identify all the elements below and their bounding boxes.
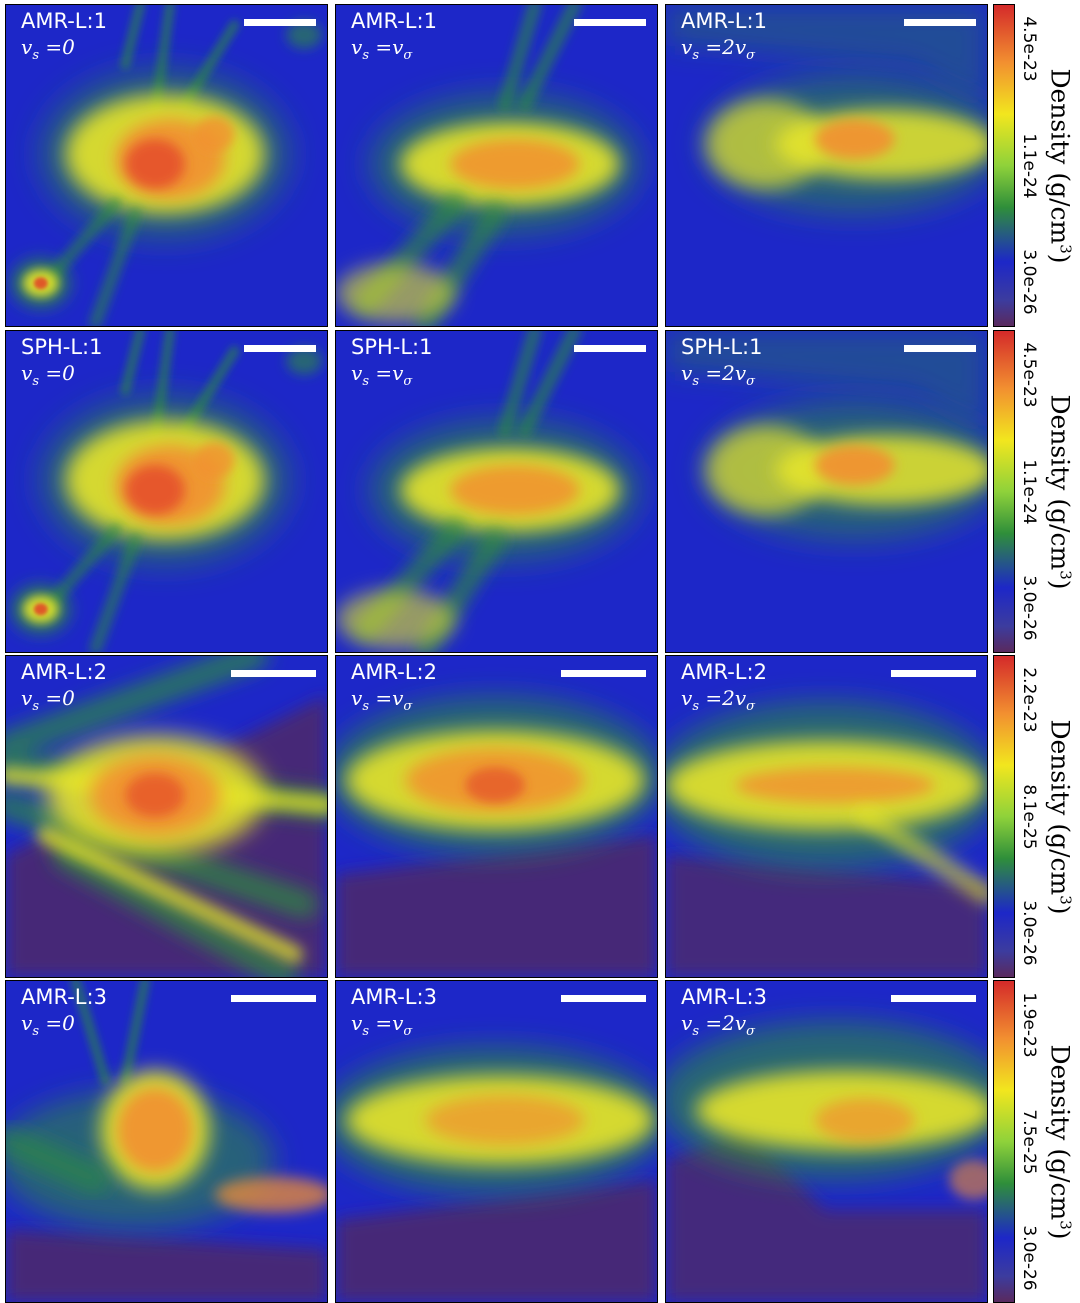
colorbar-title: Density (g/cm3)	[1045, 1043, 1075, 1240]
density-map-image	[6, 5, 327, 326]
density-map-image	[336, 656, 657, 977]
colorbar-tick-label: 2.2e-23	[1019, 667, 1039, 733]
density-map-image	[666, 331, 987, 652]
scale-bar	[231, 995, 316, 1002]
colorbar-title: Density (g/cm3)	[1045, 67, 1075, 264]
panel-velocity-label: vs =vσ	[351, 1011, 413, 1039]
panel-velocity-label: vs =0	[21, 361, 75, 389]
density-panel: AMR-L:2 vs =2vσ	[665, 655, 988, 978]
panel-velocity-label: vs =2vσ	[681, 1011, 755, 1039]
colorbar-tick-label: 3.0e-26	[1019, 900, 1039, 966]
colorbar-tick-label: 4.5e-23	[1019, 342, 1039, 408]
panel-velocity-label: vs =vσ	[351, 361, 413, 389]
colorbar	[993, 980, 1015, 1303]
density-panel: SPH-L:1 vs =vσ	[335, 330, 658, 653]
panel-label: AMR-L:2	[351, 660, 437, 684]
scale-bar	[244, 19, 316, 26]
panel-velocity-label: vs =0	[21, 1011, 75, 1039]
panel-label: SPH-L:1	[21, 335, 103, 359]
density-map-image	[6, 981, 327, 1302]
scale-bar	[561, 670, 646, 677]
panel-velocity-label: vs =vσ	[351, 686, 413, 714]
density-map-image	[336, 5, 657, 326]
scale-bar	[561, 995, 646, 1002]
panel-label: AMR-L:1	[21, 9, 107, 33]
colorbar-title: Density (g/cm3)	[1045, 393, 1075, 590]
density-map-image	[666, 656, 987, 977]
colorbar-ticks: 4.5e-23 1.1e-24 3.0e-26	[1017, 4, 1041, 327]
colorbar-tick-label: 1.1e-24	[1019, 458, 1039, 525]
scale-bar	[574, 345, 646, 352]
scale-bar	[891, 670, 976, 677]
density-panel: SPH-L:1 vs =2vσ	[665, 330, 988, 653]
colorbar-tick-label: 3.0e-26	[1019, 1225, 1039, 1291]
scale-bar	[904, 19, 976, 26]
scale-bar	[891, 995, 976, 1002]
density-panel: AMR-L:1 vs =0	[5, 4, 328, 327]
density-map-image	[666, 5, 987, 326]
panel-label: AMR-L:1	[351, 9, 437, 33]
colorbar-ticks: 2.2e-23 8.1e-25 3.0e-26	[1017, 655, 1041, 978]
density-panel: AMR-L:3 vs =2vσ	[665, 980, 988, 1303]
colorbar-ticks: 4.5e-23 1.1e-24 3.0e-26	[1017, 330, 1041, 653]
colorbar-ticks: 1.9e-23 7.5e-25 3.0e-26	[1017, 980, 1041, 1303]
density-map-image	[6, 331, 327, 652]
colorbar	[993, 330, 1015, 653]
density-panel: AMR-L:1 vs =2vσ	[665, 4, 988, 327]
panel-label: AMR-L:2	[21, 660, 107, 684]
density-map-image	[336, 331, 657, 652]
colorbar-title: Density (g/cm3)	[1045, 718, 1075, 915]
density-map-image	[666, 981, 987, 1302]
panel-label: SPH-L:1	[681, 335, 763, 359]
scale-bar	[244, 345, 316, 352]
colorbar-tick-label: 3.0e-26	[1019, 575, 1039, 641]
colorbar-tick-label: 1.1e-24	[1019, 132, 1039, 199]
panel-velocity-label: vs =2vσ	[681, 361, 755, 389]
colorbar-tick-label: 1.9e-23	[1019, 992, 1039, 1058]
colorbar	[993, 655, 1015, 978]
panel-label: AMR-L:3	[351, 985, 437, 1009]
panel-label: SPH-L:1	[351, 335, 433, 359]
panel-label: AMR-L:3	[681, 985, 767, 1009]
panel-velocity-label: vs =0	[21, 35, 75, 63]
density-panel: AMR-L:1 vs =vσ	[335, 4, 658, 327]
scale-bar	[904, 345, 976, 352]
density-panel: AMR-L:2 vs =0	[5, 655, 328, 978]
density-map-image	[6, 656, 327, 977]
density-panel: AMR-L:3 vs =vσ	[335, 980, 658, 1303]
density-map-image	[336, 981, 657, 1302]
scale-bar	[574, 19, 646, 26]
colorbar-tick-label: 4.5e-23	[1019, 16, 1039, 82]
colorbar-tick-label: 7.5e-25	[1019, 1108, 1039, 1175]
panel-label: AMR-L:2	[681, 660, 767, 684]
colorbar-tick-label: 3.0e-26	[1019, 249, 1039, 315]
panel-label: AMR-L:3	[21, 985, 107, 1009]
panel-velocity-label: vs =vσ	[351, 35, 413, 63]
panel-velocity-label: vs =2vσ	[681, 35, 755, 63]
scale-bar	[231, 670, 316, 677]
panel-velocity-label: vs =0	[21, 686, 75, 714]
density-panel: AMR-L:3 vs =0	[5, 980, 328, 1303]
colorbar-tick-label: 8.1e-25	[1019, 783, 1039, 850]
panel-label: AMR-L:1	[681, 9, 767, 33]
density-panel: SPH-L:1 vs =0	[5, 330, 328, 653]
density-panel: AMR-L:2 vs =vσ	[335, 655, 658, 978]
colorbar	[993, 4, 1015, 327]
panel-velocity-label: vs =2vσ	[681, 686, 755, 714]
